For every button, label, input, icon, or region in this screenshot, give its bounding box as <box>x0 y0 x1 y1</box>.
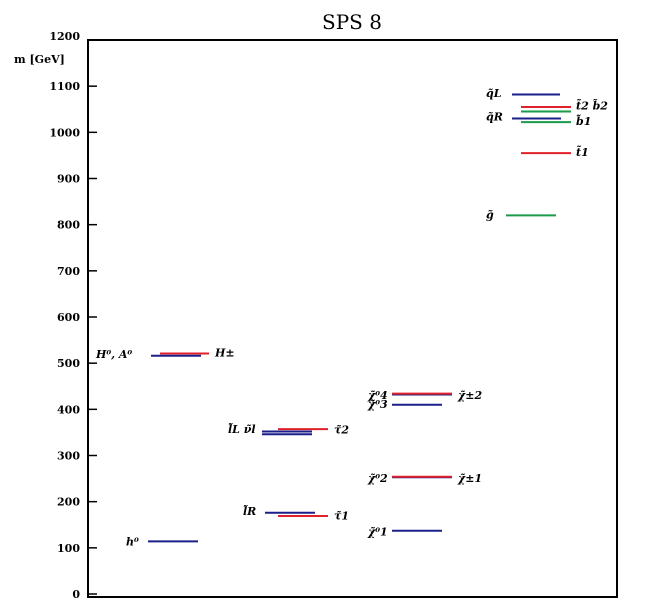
y-tick-label: 1200 <box>49 30 80 43</box>
particle-label: g̃ <box>486 209 494 222</box>
particle-label: H± <box>214 347 235 360</box>
particle-label: χ̃±2 <box>457 389 482 402</box>
y-tick-label: 1000 <box>49 126 80 139</box>
y-tick-label: 1100 <box>49 80 80 93</box>
particle-label: χ̃⁰2 <box>367 472 388 485</box>
particle-labels: h⁰ H⁰, A⁰ H± l̃R τ̃1 l̃L ν̃l τ̃2 χ̃⁰1 χ̃⁰2 χ̃±1 χ̃… <box>95 87 608 548</box>
particle-label: χ̃⁰1 <box>367 526 388 539</box>
particle-label: b̃1 <box>576 114 591 128</box>
particle-label: t̃1 <box>576 145 589 159</box>
particle-label: χ̃±1 <box>457 472 482 485</box>
y-tick-label: 100 <box>57 542 80 555</box>
y-tick-label: 400 <box>57 403 80 416</box>
particle-label: χ̃⁰4 <box>367 389 388 402</box>
particle-label: τ̃1 <box>334 510 349 523</box>
y-tick-label: 200 <box>57 496 80 509</box>
y-tick-label: 800 <box>57 219 80 232</box>
particle-label: τ̃2 <box>334 424 349 437</box>
particle-label: l̃L ν̃l <box>228 423 256 436</box>
y-tick-label: 700 <box>57 265 80 278</box>
particle-label: t̃2 b̃2 <box>576 99 608 113</box>
particle-label: χ̃⁰3 <box>367 398 388 411</box>
particle-label: h⁰ <box>126 535 139 548</box>
chart-title: SPS 8 <box>322 10 382 34</box>
y-tick-label: 0 <box>72 588 80 601</box>
y-tick-label: 500 <box>57 357 80 370</box>
y-tick-label: 900 <box>57 173 80 186</box>
y-axis-ticks: 0 100 200 300 400 500 600 700 800 900 1000 1100 1200 <box>49 30 97 601</box>
particle-label: H⁰, A⁰ <box>95 348 132 361</box>
mass-levels <box>148 93 571 543</box>
y-axis-label: m [GeV] <box>14 53 65 66</box>
plot-frame <box>87 39 618 598</box>
particle-label: l̃R <box>243 505 257 518</box>
y-tick-label: 600 <box>57 311 80 324</box>
particle-label: q̃L <box>486 87 502 100</box>
particle-label: q̃R <box>486 111 503 124</box>
y-tick-label: 300 <box>57 450 80 463</box>
